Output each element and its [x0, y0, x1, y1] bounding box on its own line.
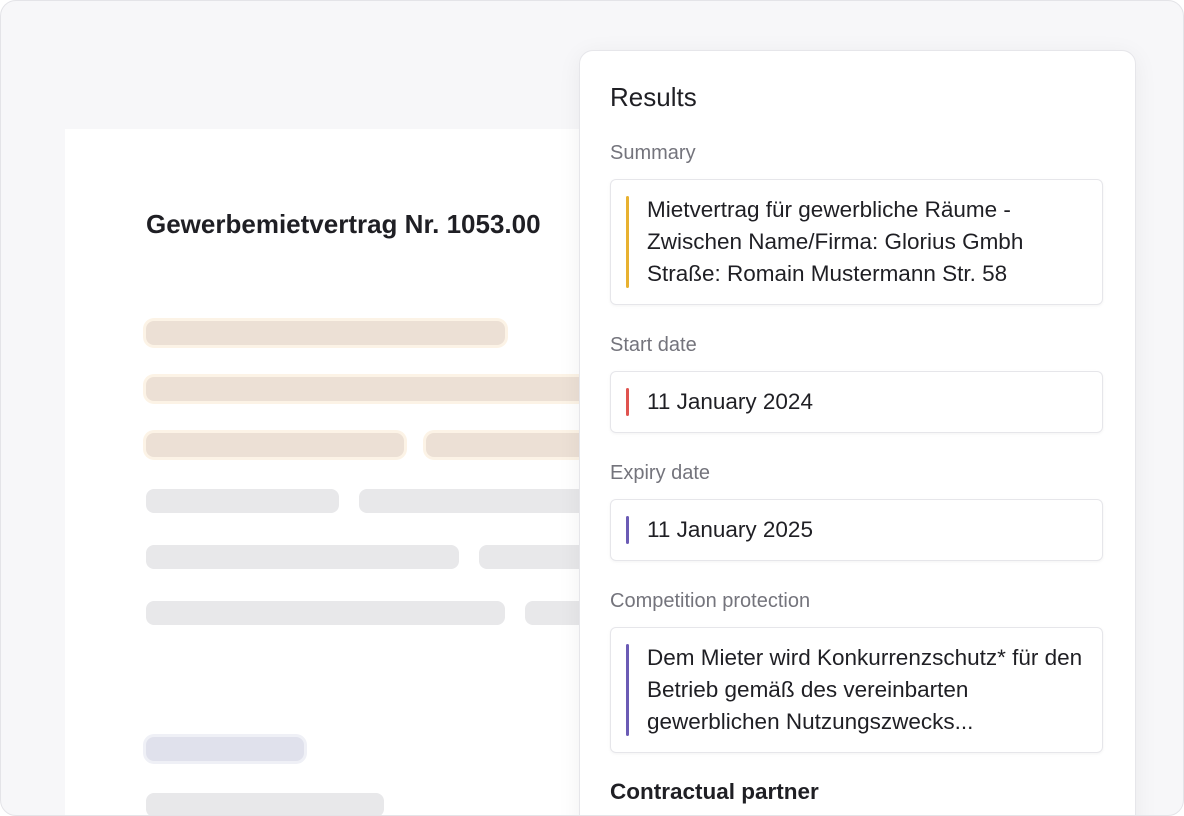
skeleton-line — [146, 489, 339, 513]
skeleton-line — [146, 545, 459, 569]
results-title: Results — [610, 82, 697, 112]
accent-bar — [626, 516, 629, 544]
field-text: Dem Mieter wird Konkurrenzschutz* für de… — [647, 645, 1083, 734]
field-label: Expiry date — [610, 462, 711, 484]
accent-bar — [626, 388, 629, 416]
field-text: 11 January 2025 — [647, 517, 813, 542]
skeleton-line — [146, 737, 304, 761]
skeleton-line — [146, 321, 505, 345]
results-panel: Results Summary Mietvertrag für gewerbli… — [579, 50, 1136, 815]
document-title: Gewerbemietvertrag Nr. 1053.00 — [146, 209, 541, 239]
field-label: Start date — [610, 334, 697, 356]
accent-bar — [626, 644, 629, 736]
field-box: Dem Mieter wird Konkurrenzschutz* für de… — [610, 627, 1103, 753]
field-box: 11 January 2025 — [610, 499, 1103, 561]
field-box: 11 January 2024 — [610, 371, 1103, 433]
document-preview: Gewerbemietvertrag Nr. 1053.00 — [65, 129, 626, 815]
field-box: Mietvertrag für gewerbliche Räume - Zwis… — [610, 179, 1103, 305]
field-label: Competition protection — [610, 590, 811, 612]
field-text: Mietvertrag für gewerbliche Räume - Zwis… — [647, 197, 1024, 286]
skeleton-line — [146, 433, 404, 457]
skeleton-line — [146, 377, 626, 401]
skeleton-line — [359, 489, 619, 513]
section-heading: Contractual partner — [610, 779, 819, 804]
field-text: 11 January 2024 — [647, 389, 813, 414]
field-label: Summary — [610, 142, 696, 164]
skeleton-line — [146, 793, 384, 815]
skeleton-line — [146, 601, 505, 625]
accent-bar — [626, 196, 629, 288]
